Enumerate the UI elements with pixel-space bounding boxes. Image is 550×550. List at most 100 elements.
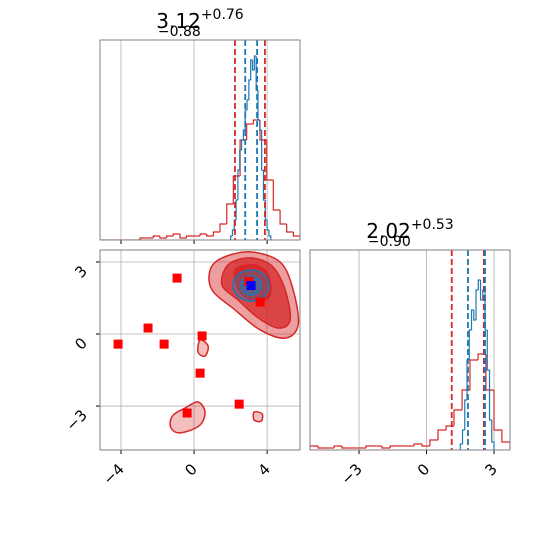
histogram-step	[341, 446, 351, 449]
histogram-step	[246, 123, 254, 140]
histogram-step	[226, 203, 234, 224]
plot-area	[100, 40, 300, 240]
axes-frame	[99, 249, 301, 451]
point	[246, 281, 256, 291]
histogram-step	[240, 139, 244, 150]
point	[143, 323, 153, 333]
histogram-step	[257, 90, 260, 121]
x-tick-label: 0	[181, 460, 200, 479]
contour	[252, 410, 264, 423]
histogram-step	[381, 446, 391, 449]
histogram-step	[268, 230, 272, 240]
histogram-step	[486, 330, 490, 371]
histogram-step	[185, 235, 194, 238]
point	[234, 399, 244, 409]
histogram-step	[251, 60, 255, 71]
histogram-step	[259, 120, 262, 131]
histogram-step	[152, 235, 160, 238]
histogram-step	[292, 232, 300, 240]
title-sub: −0.88	[158, 24, 201, 40]
histogram-step	[473, 310, 477, 321]
histogram-step	[199, 233, 207, 236]
point	[182, 408, 192, 418]
histogram-step	[237, 169, 240, 200]
plot-area	[310, 250, 510, 450]
axes-frame	[309, 249, 511, 451]
point	[159, 339, 169, 349]
histogram-step	[365, 445, 374, 448]
histogram-step	[437, 429, 447, 440]
histogram-step	[246, 99, 249, 110]
y-tick-label: 3	[71, 262, 90, 281]
histogram-step	[239, 149, 242, 170]
histogram-step	[488, 370, 492, 421]
histogram-step	[453, 409, 463, 426]
histogram-step	[493, 390, 502, 431]
panel-title: 2.02+0.53 −0.90	[366, 217, 453, 250]
histogram-step	[470, 309, 474, 330]
title-sup: +0.76	[201, 7, 244, 23]
histogram-step	[468, 329, 472, 360]
histogram-step	[229, 235, 233, 240]
histogram-step	[413, 443, 423, 446]
plot-area	[100, 250, 300, 450]
axes-frame	[99, 39, 301, 241]
histogram-step	[179, 234, 187, 239]
histogram-step	[491, 420, 495, 450]
histogram-step	[477, 279, 481, 290]
y-tick-label: −3	[62, 406, 90, 434]
histogram-step	[479, 280, 483, 301]
histogram-step	[421, 444, 430, 447]
histogram-step	[501, 430, 510, 450]
histogram-step	[262, 170, 266, 201]
histogram-step	[235, 199, 238, 220]
title-sub: −0.90	[368, 234, 411, 250]
title-sup: +0.53	[411, 217, 454, 233]
histogram-step	[445, 425, 454, 430]
histogram-step	[266, 220, 269, 231]
histogram-step	[286, 224, 294, 233]
histogram-step	[266, 140, 274, 181]
histogram-step	[231, 229, 235, 236]
histogram-step	[139, 237, 147, 240]
y-tick-label: 0	[71, 334, 90, 353]
point	[255, 297, 265, 307]
x-tick-label: −3	[337, 460, 365, 488]
histogram-step	[253, 55, 257, 70]
point	[113, 339, 123, 349]
point	[197, 331, 207, 341]
histogram-step	[333, 445, 342, 448]
histogram-step	[484, 290, 488, 331]
histogram-step	[248, 79, 251, 100]
histogram-step	[172, 233, 180, 236]
title-value: 2.02	[366, 219, 411, 243]
histogram-step	[389, 445, 398, 448]
contour	[197, 339, 210, 358]
x-tick-label: −4	[99, 460, 127, 488]
histogram-step	[261, 130, 264, 171]
x-tick-label: 3	[481, 460, 500, 479]
histogram-step	[159, 236, 167, 239]
point	[195, 368, 205, 378]
histogram-step	[429, 439, 439, 446]
histogram-step	[461, 429, 465, 444]
histogram-step	[469, 359, 479, 390]
histogram-step	[250, 59, 253, 80]
histogram-step	[206, 234, 214, 237]
x-tick-label: 4	[254, 460, 273, 479]
histogram-step	[166, 235, 174, 238]
histogram-step	[475, 289, 479, 320]
histogram-step	[459, 443, 463, 450]
histogram-step	[212, 231, 220, 236]
point	[172, 273, 182, 283]
histogram-step	[310, 445, 319, 450]
histogram-step	[219, 223, 227, 232]
x-tick-label: 0	[414, 460, 433, 479]
panel-title: 3.12+0.76 −0.88	[156, 7, 244, 40]
histogram-step	[279, 210, 287, 225]
title-value: 3.12	[156, 9, 201, 33]
histogram-step	[464, 399, 468, 430]
histogram-step	[317, 446, 326, 449]
